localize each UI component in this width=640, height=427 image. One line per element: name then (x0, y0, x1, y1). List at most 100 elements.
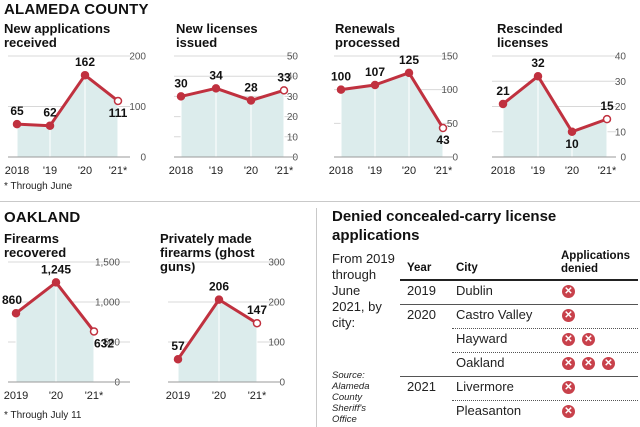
new-licenses-title: New licenses issued (176, 21, 258, 50)
x-tick-label: '20 (244, 165, 258, 177)
x-tick-label: 2019 (166, 390, 190, 402)
x-tick-label: '19 (209, 165, 223, 177)
x-tick-label: '21* (275, 165, 294, 177)
data-point (80, 70, 90, 80)
data-point (336, 85, 346, 94)
y-tick-label: 0 (140, 153, 146, 164)
denied-description: From 2019 through June 2021, by city: (332, 251, 395, 330)
y-tick-label: 1,000 (95, 298, 120, 309)
data-label: 632 (94, 336, 114, 350)
x-tick-label: '21* (109, 165, 128, 177)
column-header-year: Year (407, 262, 432, 274)
y-tick-label: 20 (615, 102, 627, 113)
section-divider (0, 201, 640, 202)
new-apps-title: New applications received (4, 21, 111, 50)
data-label: 28 (244, 80, 258, 94)
data-point (279, 86, 289, 95)
x-tick-label: 2018 (5, 165, 29, 177)
denied-x-icon: ✕ (582, 333, 595, 346)
alameda-footnote: * Through June (4, 181, 73, 192)
x-tick-label: '19 (368, 165, 382, 177)
table-cell-year: 2020 (407, 307, 436, 322)
denied-x-icon: ✕ (562, 381, 575, 394)
series-line (180, 86, 285, 102)
data-label: 1,245 (41, 262, 71, 276)
denied-x-icon: ✕ (562, 309, 575, 322)
data-label: 33 (277, 70, 291, 84)
denied-x-icon: ✕ (562, 285, 575, 298)
y-tick-label: 10 (615, 127, 627, 138)
data-point (567, 127, 577, 136)
x-tick-label: '20 (49, 390, 63, 402)
data-label: 30 (174, 76, 188, 90)
data-label: 21 (496, 84, 510, 98)
x-tick-label: '20 (212, 390, 226, 402)
data-point (533, 71, 543, 81)
table-header-rule (400, 279, 638, 281)
table-cell-city: Oakland (456, 355, 505, 370)
denied-x-icon: ✕ (602, 357, 615, 370)
data-point (602, 114, 612, 124)
y-tick-label: 50 (447, 119, 459, 130)
alameda-section-title: ALAMEDA COUNTY (4, 1, 149, 18)
oakland-footnote: * Through July 11 (4, 410, 82, 421)
data-label: 100 (331, 70, 351, 84)
data-label: 15 (600, 99, 614, 113)
data-label: 57 (171, 339, 185, 353)
y-tick-label: 1,500 (95, 258, 120, 269)
y-tick-label: 0 (279, 378, 285, 389)
denied-x-icon: ✕ (562, 333, 575, 346)
series-area (181, 88, 284, 157)
table-cell-city: Castro Valley (456, 307, 533, 322)
x-tick-label: 2019 (4, 390, 28, 402)
y-tick-label: 40 (287, 72, 299, 83)
x-tick-label: '20 (78, 165, 92, 177)
table-row-divider (400, 376, 638, 377)
column-divider (316, 208, 317, 427)
y-tick-label: 150 (441, 52, 458, 63)
data-label: 32 (531, 56, 545, 70)
data-label: 162 (75, 55, 95, 69)
y-tick-label: 10 (287, 132, 299, 143)
table-cell-city: Pleasanton (456, 403, 522, 418)
data-label: 107 (365, 65, 385, 79)
data-point (89, 327, 99, 336)
data-label: 34 (209, 68, 223, 82)
table-row-divider (400, 304, 638, 305)
y-tick-label: 30 (287, 92, 299, 103)
series-area (341, 72, 443, 157)
y-tick-label: 50 (287, 52, 299, 63)
column-header-denied: Applications denied (561, 250, 631, 275)
data-label: 43 (436, 133, 450, 147)
denied-table-title: Denied concealed-carry license applicati… (332, 208, 557, 244)
y-tick-label: 20 (287, 112, 299, 123)
ghost-title: Privately made firearms (ghost guns) (160, 231, 255, 274)
data-label: 65 (10, 104, 24, 118)
table-cell-year: 2021 (407, 379, 436, 394)
table-cell-city: Livermore (456, 379, 514, 394)
series-area (17, 75, 118, 157)
table-row-divider (452, 400, 638, 401)
data-point (211, 84, 221, 93)
x-tick-label: '21* (598, 165, 617, 177)
data-point (45, 121, 55, 130)
data-label: 62 (43, 106, 57, 120)
y-tick-label: 40 (615, 52, 627, 63)
data-point (404, 68, 414, 78)
x-tick-label: '19 (531, 165, 545, 177)
y-tick-label: 100 (268, 338, 285, 349)
y-tick-label: 0 (452, 153, 458, 164)
series-line (340, 71, 445, 129)
series-line (502, 74, 608, 134)
table-cell-city: Dublin (456, 283, 493, 298)
x-tick-label: '19 (43, 165, 57, 177)
y-tick-label: 500 (103, 338, 120, 349)
y-tick-label: 200 (268, 298, 285, 309)
source-note: Source: Alameda County Sheriff's Office (332, 370, 370, 425)
rescinded-title: Rescinded licenses (497, 21, 563, 50)
data-point (498, 99, 508, 109)
